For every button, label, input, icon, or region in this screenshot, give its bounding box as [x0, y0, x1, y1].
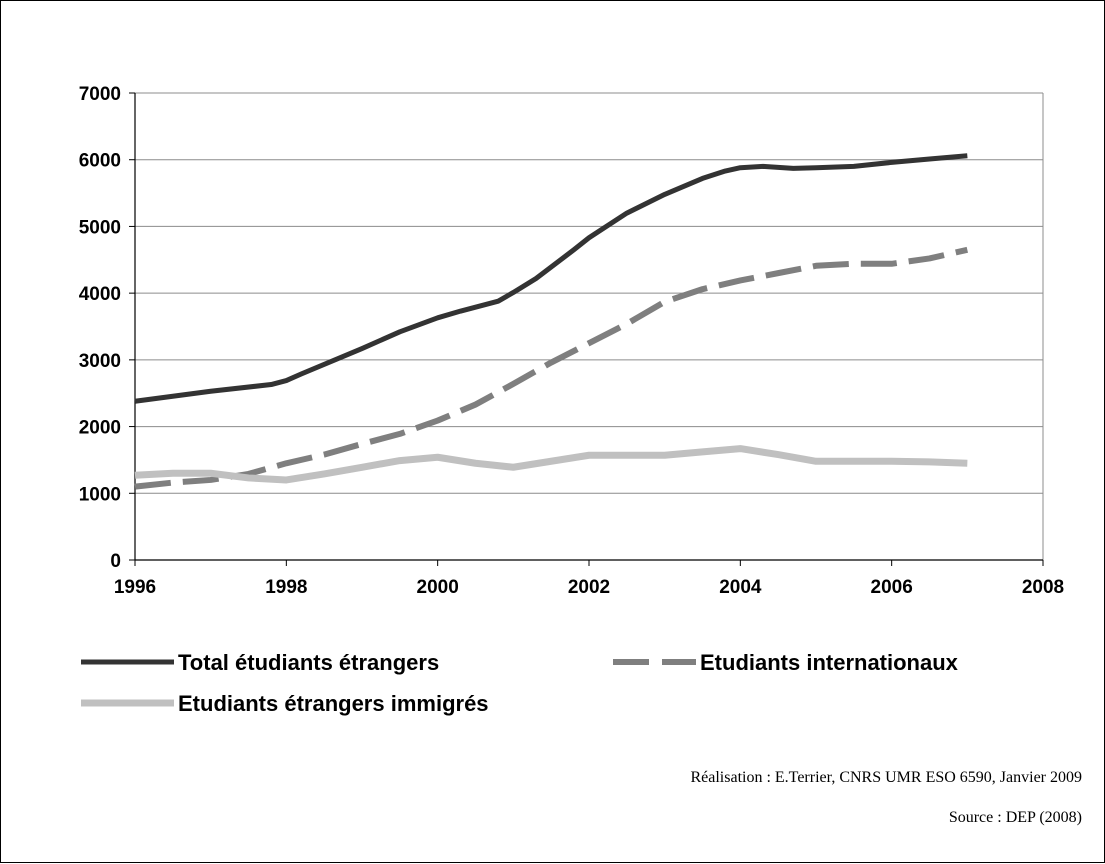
x-tick-label-1996: 1996	[114, 577, 156, 598]
gridlines	[135, 92, 1044, 560]
x-tick-label-2000: 2000	[417, 577, 459, 598]
y-tick-label-4000: 4000	[79, 284, 121, 305]
y-tick-label-1000: 1000	[79, 484, 121, 505]
y-tick-label-5000: 5000	[79, 217, 121, 238]
source-credit: Source : DEP (2008)	[948, 809, 1082, 826]
realisation-credit: Réalisation : E.Terrier, CNRS UMR ESO 65…	[690, 769, 1082, 786]
series-line-3	[134, 445, 968, 484]
x-tick-label-1998: 1998	[265, 577, 307, 598]
series-lines	[134, 153, 969, 490]
legend: Total étudiants étrangers Etudiants inter…	[81, 650, 959, 716]
legend-label-1: Total étudiants étrangers	[178, 650, 439, 675]
y-tick-label-6000: 6000	[79, 151, 121, 172]
y-tick-label-3000: 3000	[79, 351, 121, 372]
axes	[129, 92, 1044, 566]
x-tick-label-2004: 2004	[719, 577, 762, 598]
x-tick-label-2006: 2006	[871, 577, 913, 598]
y-tick-label-7000: 7000	[79, 84, 121, 105]
x-tick-label-2008: 2008	[1022, 577, 1064, 598]
x-tick-label-2002: 2002	[568, 577, 610, 598]
series-line-1	[134, 153, 968, 404]
tick-labels: 0 1000 2000 3000 4000 5000 6000 7000 1996 1998 200…	[79, 84, 1064, 598]
legend-label-3: Etudiants étrangers immigrés	[178, 691, 489, 716]
legend-label-2: Etudiants internationaux	[700, 650, 959, 675]
y-tick-label-2000: 2000	[79, 418, 121, 439]
y-tick-label-0: 0	[110, 551, 121, 572]
series-line-2	[134, 246, 969, 490]
